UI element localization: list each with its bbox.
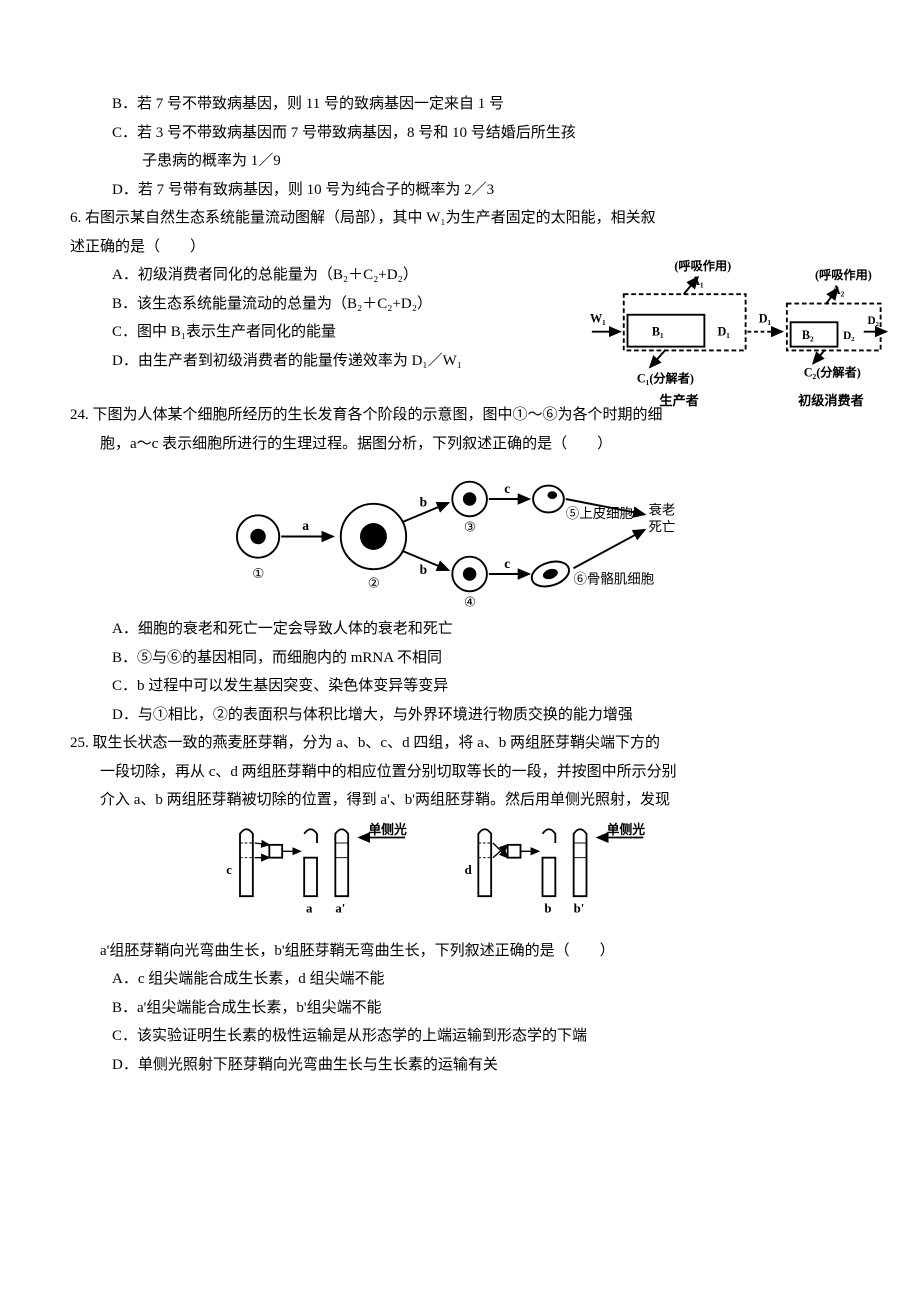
svg-text:b: b — [420, 562, 427, 577]
q5-option-d: D．若 7 号带有致病基因，则 10 号为纯合子的概率为 2／3 — [70, 176, 850, 205]
svg-text:A₂: A₂ — [832, 283, 845, 297]
svg-text:(呼吸作用): (呼吸作用) — [815, 267, 872, 282]
q24-option-d: D．与①相比，②的表面积与体积比增大，与外界环境进行物质交换的能力增强 — [70, 701, 850, 730]
svg-text:b: b — [420, 495, 427, 510]
svg-text:C₂(分解者): C₂(分解者) — [804, 365, 861, 380]
svg-text:生产者: 生产者 — [659, 392, 698, 408]
svg-text:c: c — [226, 863, 232, 877]
q24-option-c: C．b 过程中可以发生基因突变、染色体变异等变异 — [70, 672, 850, 701]
svg-text:③: ③ — [464, 520, 476, 535]
svg-text:D₂: D₂ — [843, 330, 855, 342]
svg-text:D₁: D₁ — [759, 311, 772, 325]
q25-stem-line3: 介入 a、b 两组胚芽鞘被切除的位置，得到 a'、b'两组胚芽鞘。然后用单侧光照… — [70, 786, 850, 815]
q5-option-b: B．若 7 号不带致病基因，则 11 号的致病基因一定来自 1 号 — [70, 90, 850, 119]
q25-coleoptile-diagram: c a a' 单侧光 d — [70, 821, 850, 931]
svg-text:⑤上皮细胞: ⑤上皮细胞 — [566, 506, 633, 521]
svg-text:a': a' — [335, 901, 345, 915]
svg-text:B₁: B₁ — [652, 324, 664, 338]
q25-option-b: B．a'组尖端能合成生长素，b'组尖端不能 — [70, 994, 850, 1023]
q6-stem-line1: 6. 右图示某自然生态系统能量流动图解（局部），其中 W₁为生产者固定的太阳能，… — [70, 204, 850, 233]
svg-text:②: ② — [368, 575, 380, 590]
q24-option-b: B．⑤与⑥的基因相同，而细胞内的 mRNA 不相同 — [70, 644, 850, 673]
svg-text:B₂: B₂ — [802, 328, 814, 342]
svg-text:(呼吸作用): (呼吸作用) — [674, 258, 731, 273]
q24-option-a: A．细胞的衰老和死亡一定会导致人体的衰老和死亡 — [70, 615, 850, 644]
svg-text:A₁: A₁ — [691, 274, 704, 288]
svg-text:b': b' — [574, 901, 585, 915]
q6-energy-flow-diagram: (呼吸作用) A₁ (呼吸作用) A₂ W₁ B₁ D₁ C₁(分解者) — [590, 256, 890, 426]
q5-option-c-line1: C．若 3 号不带致病基因而 7 号带致病基因，8 号和 10 号结婚后所生孩 — [70, 119, 850, 148]
q5-option-c-line2: 子患病的概率为 1／9 — [70, 147, 850, 176]
q25-option-d: D．单侧光照射下胚芽鞘向光弯曲生长与生长素的运输有关 — [70, 1051, 850, 1080]
svg-text:d: d — [465, 863, 472, 877]
svg-text:c: c — [504, 481, 510, 496]
svg-text:⑥骨骼肌细胞: ⑥骨骼肌细胞 — [573, 572, 654, 587]
q24-cell-diagram: ① a ② b b ③ ④ c c — [70, 464, 850, 609]
q25-stem-line2: 一段切除，再从 c、d 两组胚芽鞘中的相应位置分别切取等长的一段，并按图中所示分… — [70, 758, 850, 787]
svg-text:a: a — [302, 518, 309, 533]
q25-option-a: A．c 组尖端能合成生长素，d 组尖端不能 — [70, 965, 850, 994]
q25-stem-after: a'组胚芽鞘向光弯曲生长，b'组胚芽鞘无弯曲生长，下列叙述正确的是（ ） — [70, 937, 850, 966]
svg-text:初级消费者: 初级消费者 — [798, 392, 864, 408]
svg-text:衰老: 衰老 — [648, 501, 675, 517]
svg-text:单侧光: 单侧光 — [607, 821, 646, 836]
svg-text:c: c — [504, 556, 510, 571]
svg-text:b: b — [544, 901, 551, 915]
svg-text:D₁: D₁ — [718, 324, 731, 338]
q25-stem-line1: 25. 取生长状态一致的燕麦胚芽鞘，分为 a、b、c、d 四组，将 a、b 两组… — [70, 729, 850, 758]
svg-text:W₁: W₁ — [590, 311, 606, 325]
svg-text:C₁(分解者): C₁(分解者) — [637, 370, 694, 385]
svg-text:①: ① — [252, 566, 264, 581]
svg-text:死亡: 死亡 — [648, 520, 675, 535]
q25-option-c: C．该实验证明生长素的极性运输是从形态学的上端运输到形态学的下端 — [70, 1022, 850, 1051]
svg-text:a: a — [306, 901, 313, 915]
svg-text:④: ④ — [464, 595, 476, 609]
q24-stem-line2: 胞，a～c 表示细胞所进行的生理过程。据图分析，下列叙述正确的是（ ） — [70, 430, 850, 459]
svg-text:D₂: D₂ — [868, 315, 880, 327]
svg-text:单侧光: 单侧光 — [368, 821, 407, 836]
